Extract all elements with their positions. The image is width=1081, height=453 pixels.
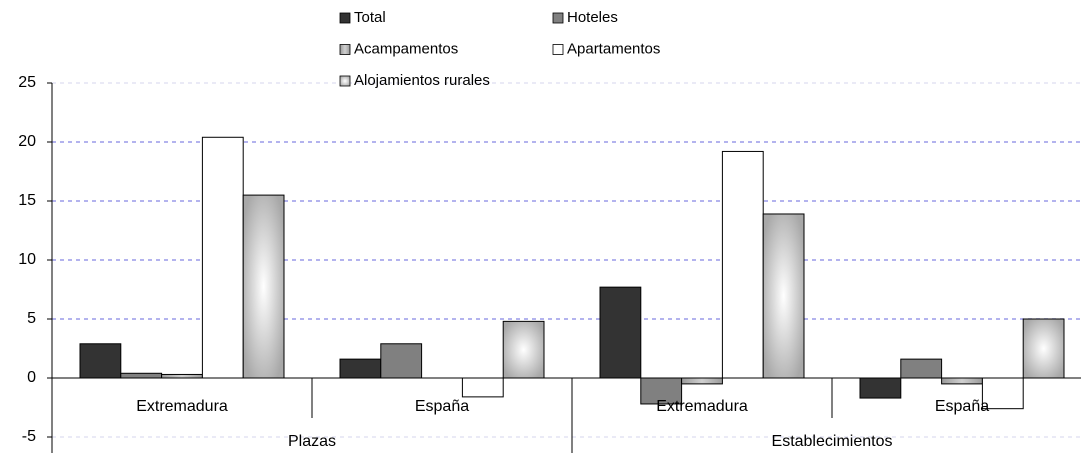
legend-label: Total <box>354 9 386 26</box>
x-tick-label: España <box>415 398 469 415</box>
bar <box>681 377 723 385</box>
y-tick-label: 10 <box>18 251 36 268</box>
bar <box>339 358 382 379</box>
legend-label: Alojamientos rurales <box>354 72 490 89</box>
bar <box>859 377 902 399</box>
y-tick-label: 20 <box>18 133 36 150</box>
legend-label: Apartamentos <box>567 40 660 57</box>
y-tick-label: -5 <box>22 428 36 445</box>
bar <box>640 377 683 405</box>
legend-swatch <box>339 12 351 24</box>
bar <box>161 373 203 379</box>
legend-swatch <box>552 44 564 55</box>
bar <box>599 286 642 379</box>
x-tick-label: Extremadura <box>656 398 748 415</box>
bar <box>380 343 423 379</box>
bar <box>900 358 943 379</box>
bar <box>721 150 764 379</box>
bar <box>461 377 504 398</box>
y-tick-label: 5 <box>27 310 36 327</box>
x-group-label: Plazas <box>288 433 336 450</box>
legend-swatch <box>339 75 351 87</box>
legend-swatch <box>552 12 564 24</box>
legend-label: Acampamentos <box>354 40 458 57</box>
bar <box>1022 318 1065 379</box>
bar <box>201 136 244 379</box>
bar <box>242 194 285 379</box>
y-tick-label: 15 <box>18 192 36 209</box>
bar <box>762 213 805 379</box>
bar <box>941 377 983 385</box>
x-tick-label: España <box>935 398 989 415</box>
y-tick-label: 25 <box>18 74 36 91</box>
bar <box>502 320 545 379</box>
x-group-label: Establecimientos <box>772 433 893 450</box>
legend-label: Hoteles <box>567 9 618 26</box>
legend-swatch <box>339 44 351 55</box>
bar <box>120 372 163 379</box>
x-tick-label: Extremadura <box>136 398 228 415</box>
y-tick-label: 0 <box>27 369 36 386</box>
bar <box>79 343 122 379</box>
